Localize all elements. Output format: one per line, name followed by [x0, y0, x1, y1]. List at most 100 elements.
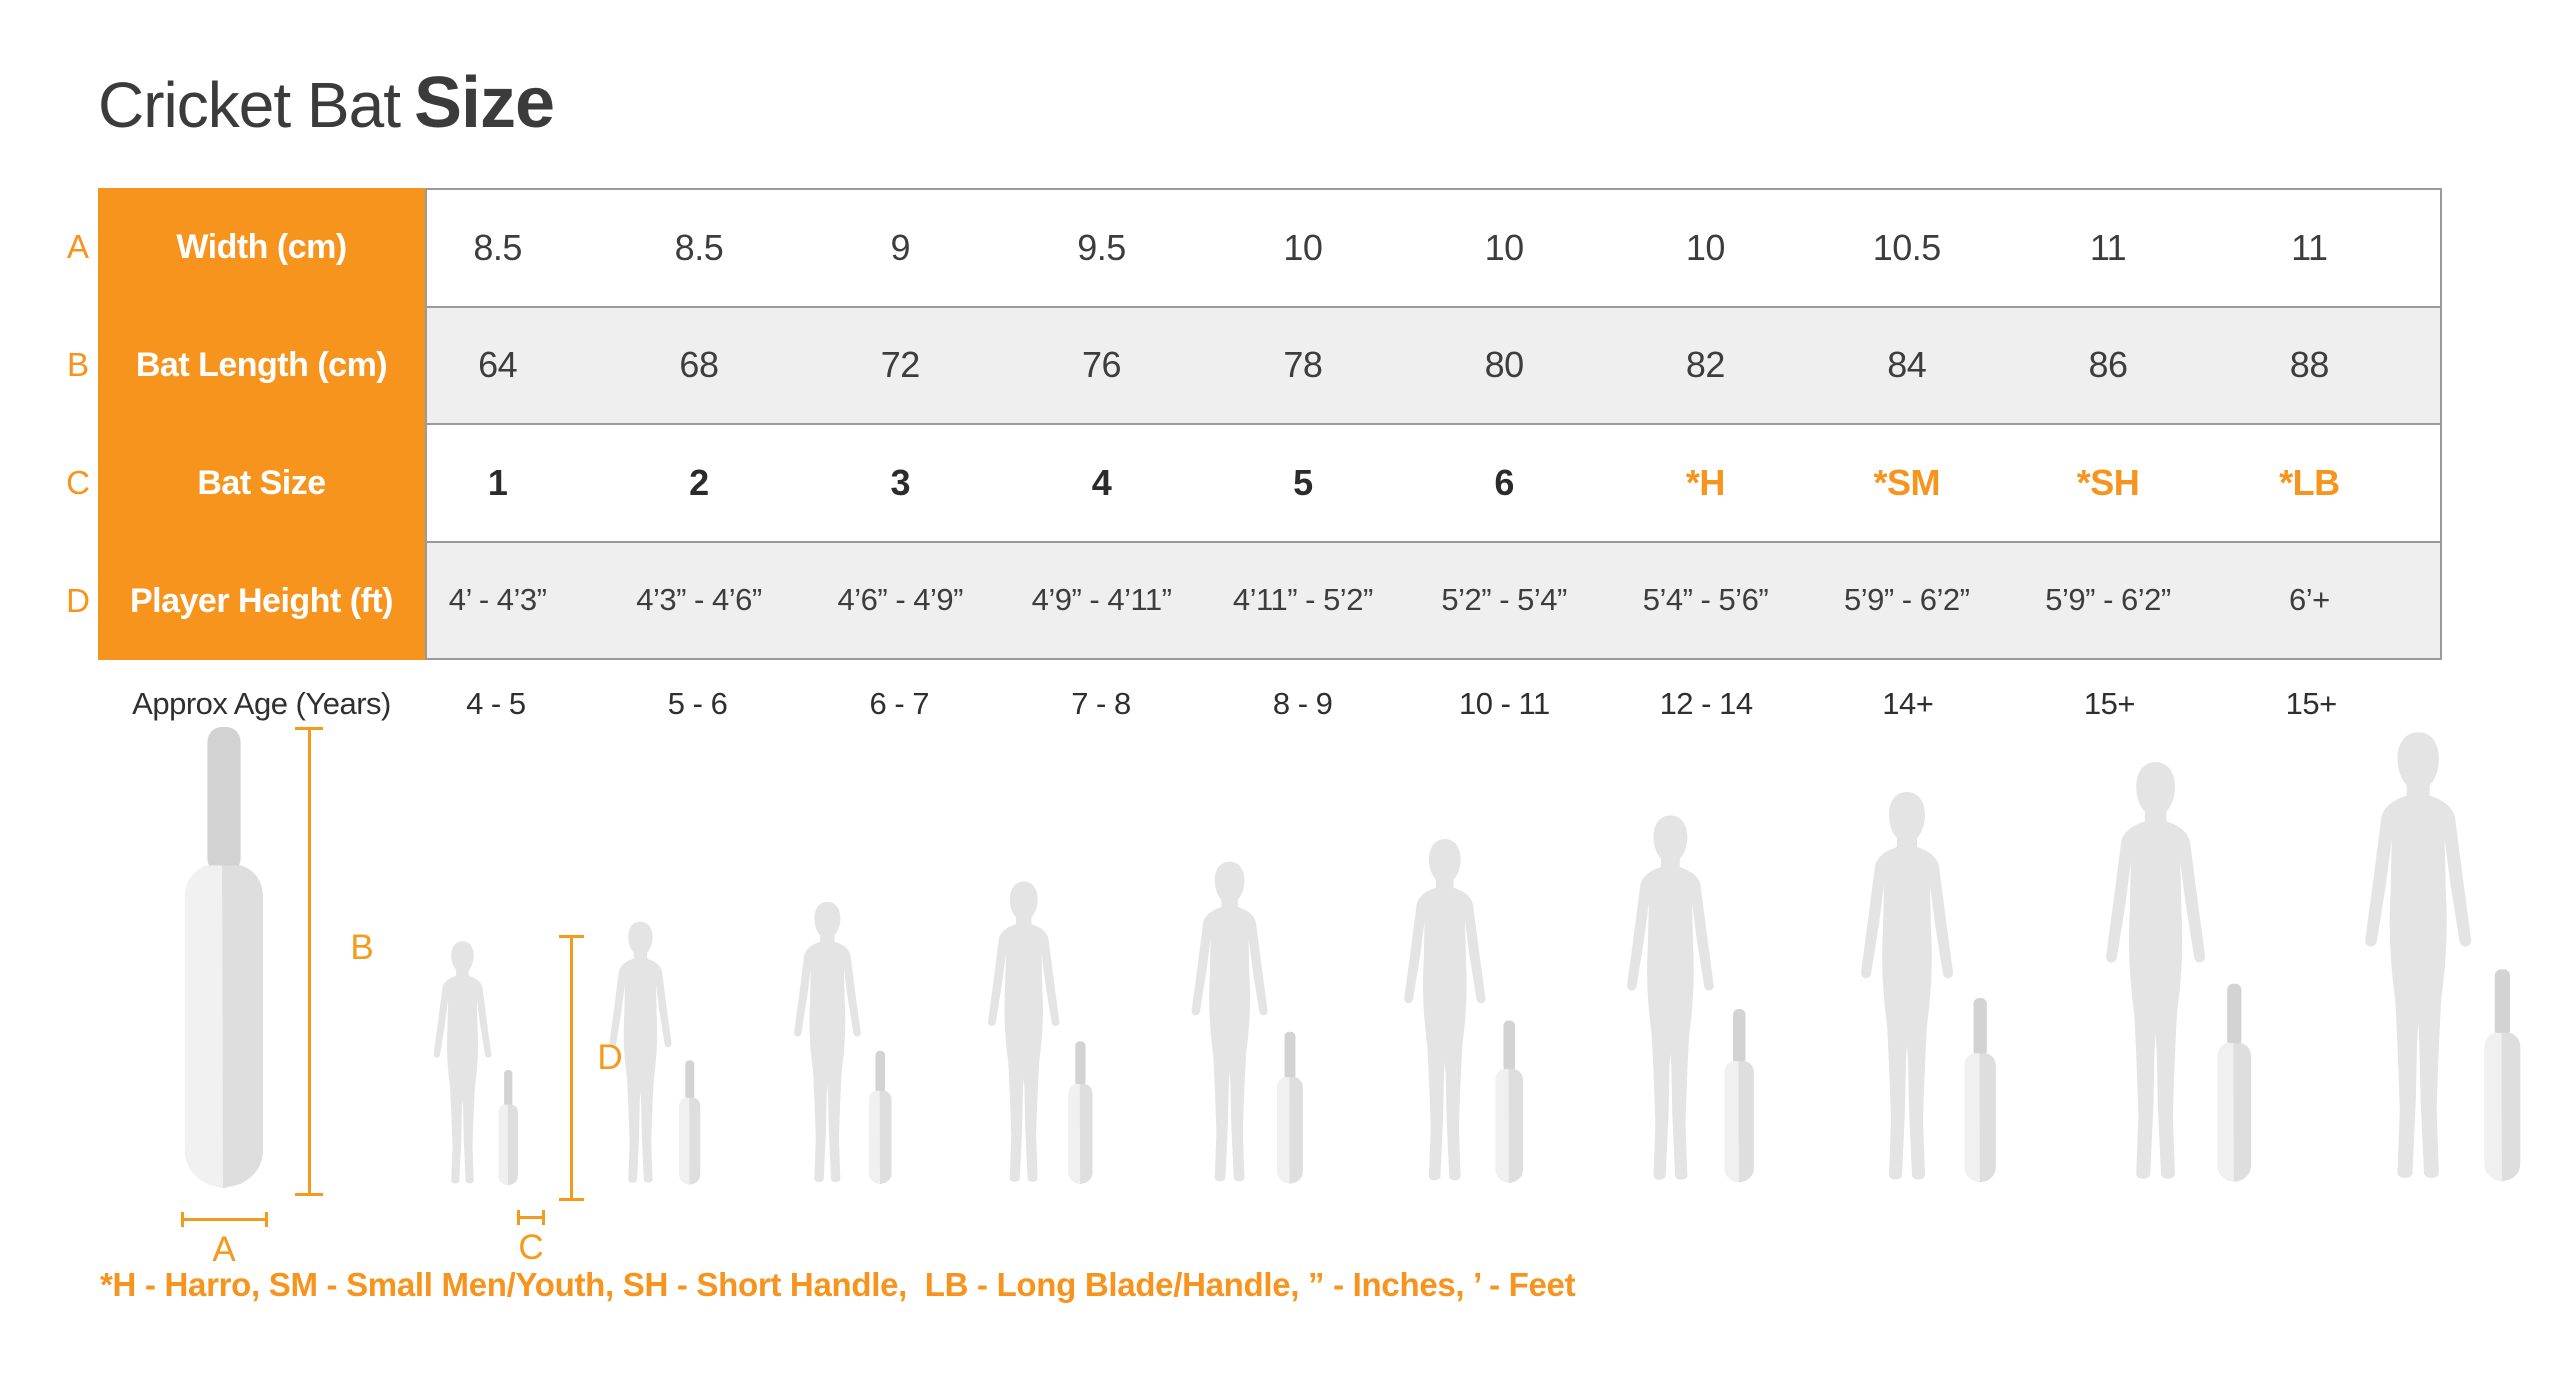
bat-length-value: 88: [2289, 344, 2330, 386]
dimension-line-c: [517, 1216, 545, 1219]
player-figure-cell: [2349, 730, 2560, 1190]
age-value: 4 - 5: [466, 686, 526, 721]
bat-length-value: 72: [880, 344, 921, 386]
title-bold: Size: [413, 63, 555, 143]
player-silhouette-4-5: [433, 941, 518, 1186]
bat-length-value: 64: [478, 344, 518, 386]
dimension-label-a: A: [212, 1230, 236, 1269]
bat-size-value: *H: [1685, 461, 1726, 503]
player-silhouette-10-11: [1404, 839, 1524, 1183]
player-height-value: 4’ - 4’3”: [448, 582, 547, 618]
player-figure-cell: [2091, 760, 2349, 1190]
player-figure-cell: [977, 880, 1180, 1190]
width-value: 10: [1484, 226, 1525, 268]
dimension-label-c: C: [518, 1228, 544, 1267]
width-value: 10: [1283, 226, 1323, 268]
row-letter-d: D: [66, 582, 90, 619]
bat-size-value: 5: [1293, 461, 1313, 503]
table-row-player-height: 4’ - 4’3” 4’3” - 4’6” 4’6” - 4’9” 4’9” -…: [427, 540, 2440, 658]
dimension-line-d-cap-top: [559, 935, 584, 938]
row-label-bat-length: Bat Length (cm): [135, 345, 388, 384]
dimension-line-b-cap-top: [295, 727, 323, 730]
width-value: 8.5: [674, 226, 724, 268]
player-silhouette-14plus: [1860, 792, 1996, 1183]
dimension-line-a-cap-left: [181, 1212, 184, 1227]
bat-length-value: 82: [1685, 344, 1726, 386]
width-value: 9: [890, 226, 910, 268]
bat-size-value: 4: [1091, 461, 1112, 503]
cricket-bat-icon: [184, 727, 264, 1189]
dimension-label-d: D: [597, 1038, 623, 1077]
approx-age-label: Approx Age (Years): [132, 686, 391, 721]
player-figure-cell: [1614, 813, 1847, 1190]
bat-length-value: 68: [679, 344, 719, 386]
bat-length-value: 80: [1484, 344, 1525, 386]
player-figure-cell: [1847, 790, 2091, 1190]
player-height-value: 4’6” - 4’9”: [837, 582, 964, 618]
bat-size-value: *SM: [1873, 461, 1940, 503]
bat-size-value: 1: [487, 461, 508, 503]
age-value: 12 - 14: [1659, 686, 1754, 721]
width-value: 10: [1685, 226, 1726, 268]
player-height-value: 4’3” - 4’6”: [636, 582, 762, 618]
approx-age-row: Approx Age (Years) 4 - 5 5 - 6 6 - 7 7 -…: [98, 684, 2442, 724]
bat-size-value: *LB: [2279, 461, 2340, 503]
dimension-line-a-cap-right: [265, 1212, 268, 1227]
player-height-value: 6’+: [2288, 582, 2330, 618]
reference-bat-illustration: [183, 727, 265, 1200]
dimension-line-b-cap-bottom: [295, 1193, 323, 1196]
player-figure-cell: [1392, 837, 1614, 1190]
table-data-area: 8.5 8.5 9 9.5 10 10 10 10.5 11 11 64 68 …: [425, 188, 2442, 660]
dimension-line-b: [308, 728, 311, 1196]
age-value: 10 - 11: [1459, 686, 1550, 721]
player-figure-cell: [425, 940, 600, 1190]
bat-size-value: 2: [689, 461, 709, 503]
dimension-label-b: B: [350, 928, 374, 967]
player-silhouette-12-14: [1627, 815, 1754, 1183]
table-row-bat-size: 1 2 3 4 5 6 *H *SM *SH *LB: [427, 423, 2440, 541]
age-value: 6 - 7: [869, 686, 930, 721]
dimension-line-d: [570, 936, 573, 1200]
dimension-line-c-cap-left: [517, 1210, 520, 1225]
bat-size-value: 6: [1494, 461, 1514, 503]
width-value: 11: [2089, 226, 2127, 268]
width-value: 10.5: [1872, 226, 1942, 268]
player-height-value: 4’11” - 5’2”: [1232, 582, 1373, 618]
player-silhouette-15plus-a: [2106, 762, 2252, 1182]
player-silhouette-6-7: [794, 901, 892, 1185]
row-letter-a: A: [66, 228, 89, 265]
player-silhouette-15plus-b: [2365, 732, 2521, 1182]
row-letter-c: C: [66, 464, 90, 501]
player-height-value: 5’2” - 5’4”: [1441, 582, 1567, 618]
player-silhouette-7-8: [987, 881, 1093, 1185]
width-value: 8.5: [473, 226, 522, 268]
bat-length-value: 84: [1887, 344, 1927, 386]
bat-length-value: 78: [1283, 344, 1323, 386]
legend-footnote: *H - Harro, SM - Small Men/Youth, SH - S…: [100, 1266, 1576, 1303]
player-height-value: 4’9” - 4’11”: [1031, 582, 1172, 618]
dimension-line-d-cap-bottom: [559, 1198, 584, 1201]
title-regular: Cricket Bat: [98, 69, 401, 141]
row-label-width: Width (cm): [176, 227, 347, 266]
row-label-player-height: Player Height (ft): [129, 581, 394, 620]
player-figure-cell: [784, 900, 977, 1190]
row-letter-b: B: [66, 346, 89, 383]
dimension-line-a: [181, 1218, 268, 1221]
age-value: 7 - 8: [1071, 686, 1131, 721]
player-silhouette-8-9: [1191, 861, 1303, 1184]
age-value: 8 - 9: [1272, 686, 1333, 721]
player-height-value: 5’9” - 6’2”: [2045, 582, 2171, 618]
age-value: 14+: [1882, 686, 1934, 721]
table-header-column: Width (cm) Bat Length (cm) Bat Size Play…: [98, 188, 425, 660]
page-title: Cricket Bat Size: [98, 62, 555, 144]
age-value: 15+: [2083, 686, 2136, 721]
player-figure-cell: [1180, 860, 1392, 1190]
row-label-bat-size: Bat Size: [197, 463, 326, 502]
bat-size-value: *SH: [2076, 461, 2140, 503]
table-row-bat-length: 64 68 72 76 78 80 82 84 86 88: [427, 305, 2440, 423]
player-height-value: 5’4” - 5’6”: [1642, 582, 1769, 618]
age-value: 15+: [2285, 686, 2338, 721]
width-value: 11: [2291, 226, 2328, 268]
width-value: 9.5: [1077, 226, 1126, 268]
